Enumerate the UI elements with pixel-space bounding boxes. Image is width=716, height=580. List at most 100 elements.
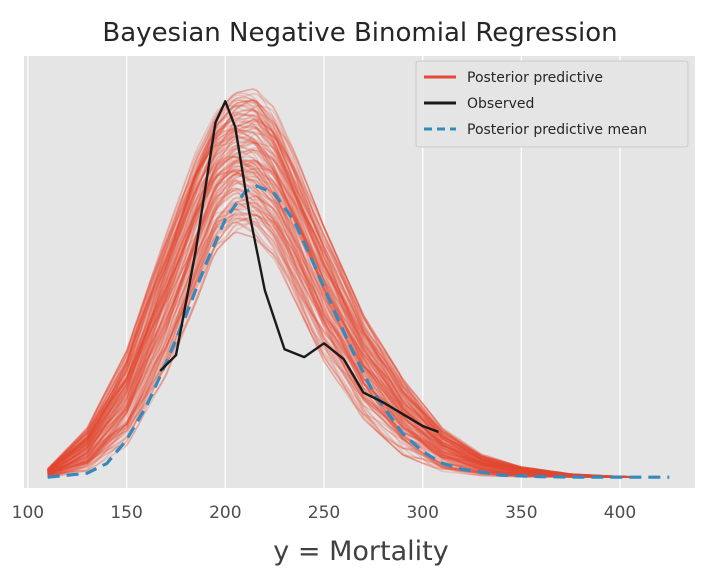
posterior-draw-line [47,148,640,478]
x-axis-label: y = Mortality [273,536,448,567]
posterior-draw-line [47,98,640,478]
posterior-draw-line [47,198,640,478]
x-tick-label-300: 300 [406,503,438,523]
posterior-draw-line [47,132,640,478]
legend: Posterior predictive Observed Posterior … [415,60,689,148]
posterior-draw-line [47,180,640,478]
posterior-draw-line [47,160,640,478]
posterior-draw-line [47,130,640,478]
posterior-draw-line [47,162,640,478]
posterior-draw-line [47,118,640,478]
posterior-draw-line [47,135,640,478]
x-axis: 100 150 200 250 300 350 400 [12,503,637,523]
posterior-draw-line [47,94,640,478]
posterior-draw-line [47,173,640,478]
posterior-draw-line [47,136,640,478]
posterior-draw-line [47,125,640,478]
posterior-draw-line [47,149,640,478]
posterior-draw-line [47,167,640,478]
posterior-draw-line [47,168,640,478]
legend-box [415,60,689,148]
posterior-draw-line [47,146,640,478]
posterior-draw-line [47,141,640,478]
posterior-draw-line [47,105,640,478]
posterior-draw-line [47,149,640,478]
posterior-draw-line [47,104,640,478]
x-tick-label-350: 350 [505,503,537,523]
posterior-draw-line [47,117,640,478]
posterior-draw-line [47,155,640,478]
posterior-draw-line [47,156,640,478]
posterior-draw-line [47,127,640,478]
posterior-draw-line [47,142,640,478]
posterior-draw-line [47,113,640,478]
legend-label-posterior-predictive: Posterior predictive [467,70,603,86]
posterior-draw-line [47,147,640,478]
posterior-draw-line [47,128,640,478]
posterior-draw-line [47,201,640,478]
posterior-draw-line [47,129,640,478]
posterior-draw-line [47,127,640,478]
posterior-draw-line [47,114,640,478]
posterior-draw-line [47,187,640,478]
chart-title: Bayesian Negative Binomial Regression [102,18,617,48]
posterior-draw-line [47,208,640,478]
posterior-draw-line [47,108,640,478]
legend-label-posterior-predictive-mean: Posterior predictive mean [467,122,647,138]
posterior-draw-line [47,92,640,478]
posterior-draw-line [47,159,640,478]
posterior-draw-line [47,119,640,478]
posterior-draw-line [47,173,640,478]
posterior-draw-line [47,159,640,478]
posterior-draw-line [47,99,640,478]
posterior-draw-line [47,161,640,478]
posterior-draw-line [47,164,640,478]
legend-label-observed: Observed [467,96,534,112]
posterior-draw-line [47,167,640,478]
posterior-draw-line [47,123,640,478]
posterior-draw-line [47,172,640,478]
posterior-draw-line [47,98,640,478]
posterior-draw-line [47,101,640,478]
posterior-draw-line [47,108,640,478]
x-tick-label-150: 150 [110,503,142,523]
posterior-draw-line [47,120,640,478]
posterior-draw-line [47,99,640,478]
posterior-draw-line [47,114,640,478]
posterior-draw-line [47,168,640,478]
posterior-draw-line [47,169,640,478]
posterior-draw-line [47,142,640,478]
posterior-draw-line [47,100,640,478]
posterior-draw-line [47,162,640,478]
posterior-draw-line [47,99,640,478]
x-tick-label-400: 400 [604,503,636,523]
posterior-draw-line [47,159,640,478]
posterior-draw-line [47,99,640,478]
x-tick-label-250: 250 [308,503,340,523]
series-line-posterior-predictive-mean [47,184,670,479]
posterior-draw-line [47,112,640,478]
x-tick-label-200: 200 [209,503,241,523]
posterior-draw-line [47,96,640,478]
posterior-draw-line [47,178,640,478]
posterior-draw-line [47,161,640,478]
posterior-draw-line [47,88,640,478]
grid [27,56,621,488]
posterior-draw-line [47,88,640,478]
posterior-draw-line [47,129,640,478]
posterior-draw-line [47,147,640,478]
posterior-draw-line [47,104,640,478]
posterior-draw-line [47,140,640,478]
posterior-draw-line [47,131,640,478]
series-line-observed [159,100,439,434]
posterior-draw-line [47,156,640,478]
posterior-draw-line [47,118,640,478]
posterior-draw-line [47,119,640,478]
series-lines [47,100,670,479]
posterior-draw-line [47,134,640,478]
posterior-draw-line [47,201,640,478]
posterior-draw-line [47,104,640,478]
posterior-draw-line [47,171,640,478]
posterior-draw-line [47,170,640,478]
